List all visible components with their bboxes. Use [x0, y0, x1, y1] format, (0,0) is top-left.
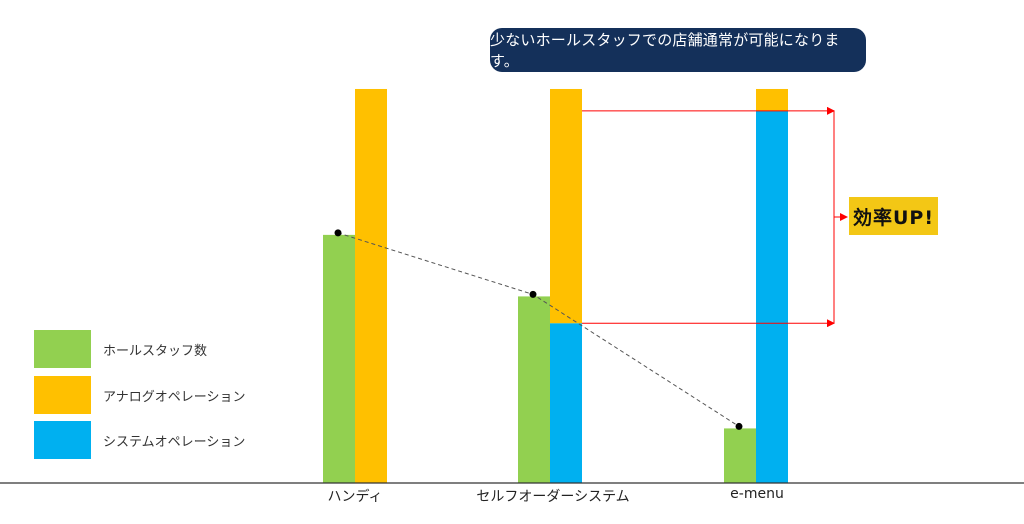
legend-item-system-operation: システムオペレーション — [34, 421, 245, 459]
legend-label-analog-operation: アナログオペレーション — [103, 389, 246, 405]
bar-system-operation-e-menu — [756, 110, 788, 483]
callout-box: 少ないホールスタッフでの店舗通常が可能になります。 — [490, 28, 866, 72]
bar-system-operation-self-order — [550, 323, 582, 483]
legend-swatch-analog-operation — [34, 376, 91, 414]
x-tick-label-self-order: セルフオーダーシステム — [476, 489, 630, 505]
bar-hall-staff-self-order — [518, 296, 550, 483]
bar-analog-operation-handy — [355, 88, 387, 483]
trend-point-self-order — [529, 290, 537, 298]
legend-item-analog-operation: アナログオペレーション — [34, 376, 245, 414]
x-tick-label-handy: ハンディ — [327, 489, 383, 505]
trend-point-handy — [334, 229, 342, 237]
bar-hall-staff-e-menu — [724, 428, 756, 483]
trend-line-layer — [334, 229, 743, 430]
efficiency-arrows — [582, 106, 848, 328]
legend-item-hall-staff: ホールスタッフ数 — [34, 330, 207, 368]
legend-label-system-operation: システムオペレーション — [103, 434, 246, 450]
bar-analog-operation-self-order — [550, 88, 582, 324]
bar-hall-staff-handy — [323, 234, 355, 483]
legend-swatch-hall-staff — [34, 330, 91, 368]
x-tick-label-e-menu: e-menu — [730, 486, 784, 502]
bar-analog-operation-e-menu — [756, 88, 788, 111]
bars-layer — [323, 88, 788, 483]
efficiency-up-badge: 効率UP! — [849, 197, 938, 235]
legend-swatch-system-operation — [34, 421, 91, 459]
trend-point-e-menu — [735, 422, 743, 430]
legend-label-hall-staff: ホールスタッフ数 — [103, 343, 208, 359]
